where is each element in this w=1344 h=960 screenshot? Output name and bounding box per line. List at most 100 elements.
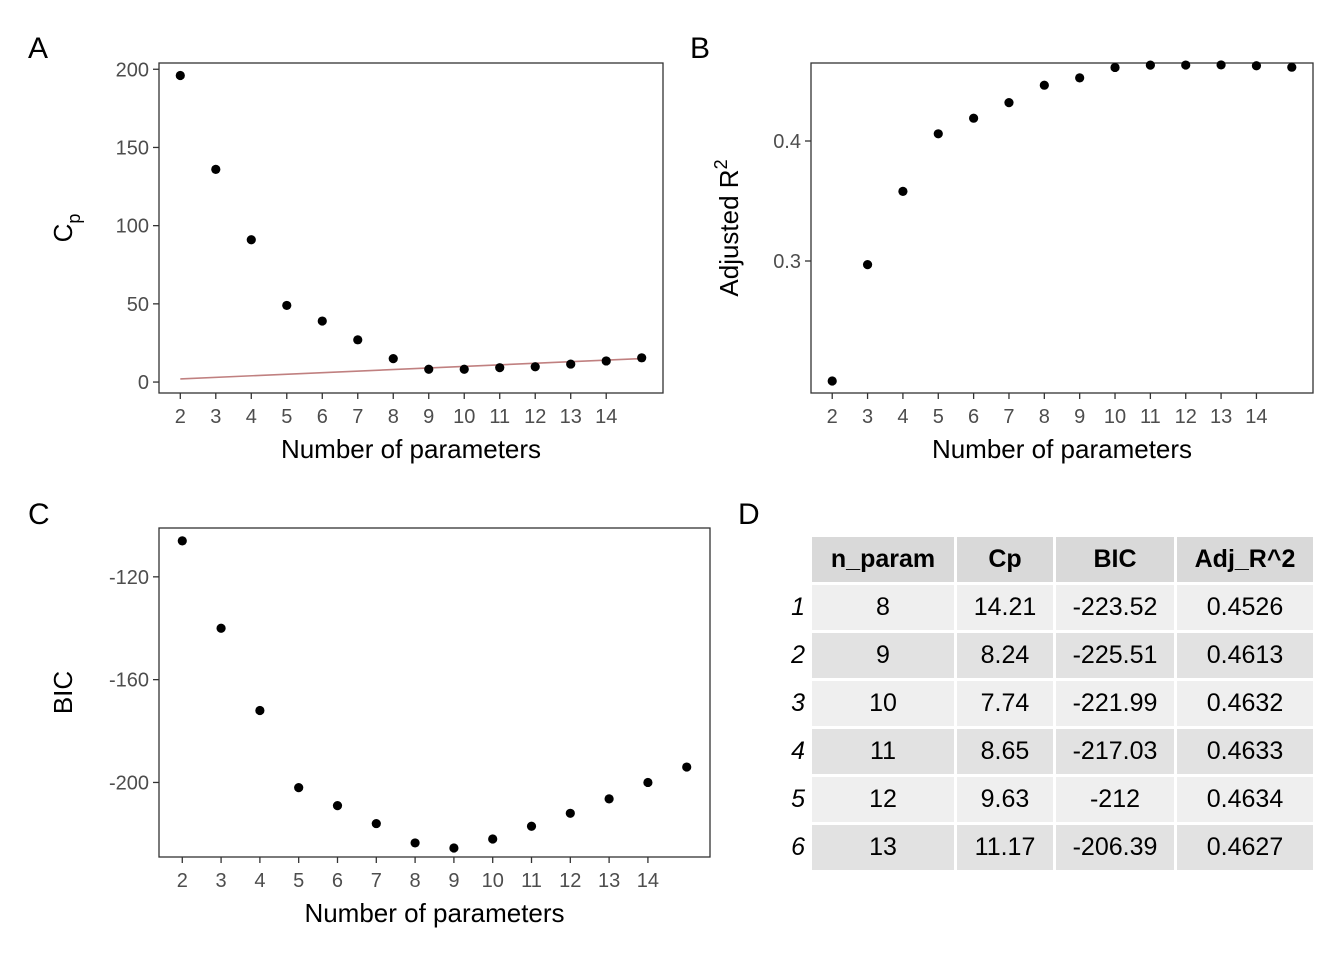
cell-cp: 11.17: [957, 825, 1053, 870]
table-row: 6 13 11.17 -206.39 0.4627: [759, 825, 1313, 870]
y-axis-title-text: Adjusted R: [714, 169, 744, 296]
cell-bic: -225.51: [1056, 633, 1174, 678]
x-tick-label: 13: [598, 870, 620, 892]
table-row: 2 9 8.24 -225.51 0.4613: [759, 633, 1313, 678]
x-tick-label: 8: [410, 870, 421, 892]
table-row: 1 8 14.21 -223.52 0.4526: [759, 585, 1313, 630]
cell-bic: -206.39: [1056, 825, 1174, 870]
cell-adj-r2: 0.4632: [1177, 681, 1313, 726]
cell-n-param: 12: [812, 777, 954, 822]
x-tick-label: 6: [317, 406, 328, 428]
data-point: [526, 821, 537, 831]
x-tick-label: 10: [1104, 406, 1126, 428]
cell-cp: 9.63: [957, 777, 1053, 822]
data-point: [175, 70, 185, 81]
data-point: [1039, 80, 1049, 90]
y-tick-label: 0.3: [773, 251, 801, 273]
data-point: [177, 536, 187, 546]
row-id: 5: [759, 777, 809, 822]
x-tick-label: 4: [254, 870, 265, 892]
panel-border: [158, 62, 664, 394]
data-point: [530, 362, 540, 372]
panel-border: [158, 527, 711, 858]
row-id: 6: [759, 825, 809, 870]
data-point: [566, 359, 576, 369]
data-point: [1181, 60, 1191, 70]
panel-tag-c: C: [28, 498, 50, 531]
table-header-row: n_param Cp BIC Adj_R^2: [759, 537, 1313, 582]
y-axis-title-subscript: p: [64, 214, 84, 224]
x-tick-label: 13: [1210, 406, 1232, 428]
x-tick-label: 12: [1175, 406, 1197, 428]
x-tick-label: 12: [524, 406, 546, 428]
x-axis-title: Number of parameters: [932, 434, 1192, 464]
panel-border: [810, 62, 1314, 394]
cell-adj-r2: 0.4634: [1177, 777, 1313, 822]
x-tick-label: 3: [862, 406, 873, 428]
table-row: 5 12 9.63 -212 0.4634: [759, 777, 1313, 822]
cell-adj-r2: 0.4633: [1177, 729, 1313, 774]
data-point: [1145, 60, 1155, 70]
data-point: [1287, 62, 1297, 72]
data-point: [862, 260, 873, 270]
panel-tag-d: D: [738, 498, 760, 531]
cell-n-param: 9: [812, 633, 954, 678]
x-tick-label: 7: [352, 406, 363, 428]
plot-b-adjusted-r2: 2 3 4 5 6 7 8 9 10 11 12 13 14 0.3 0.4 Number of parame…: [711, 60, 1314, 464]
data-point: [682, 762, 692, 772]
data-point: [1110, 62, 1120, 73]
y-axis-title: Adjusted R2: [711, 159, 744, 296]
data-point: [643, 777, 653, 788]
data-point: [637, 353, 647, 363]
column-header-bic: BIC: [1056, 537, 1174, 582]
x-tick-label: 5: [281, 406, 292, 428]
cell-adj-r2: 0.4526: [1177, 585, 1313, 630]
x-tick-label: 5: [293, 870, 304, 892]
data-point: [1216, 60, 1226, 70]
panel-tag-a: A: [28, 32, 48, 65]
x-tick-label: 6: [968, 406, 979, 428]
data-point: [827, 376, 837, 386]
x-tick-label: 2: [175, 406, 186, 428]
x-tick-label: 4: [246, 406, 257, 428]
reference-line: [180, 357, 642, 380]
table-corner: [759, 537, 809, 582]
x-tick-label: 7: [1003, 406, 1014, 428]
x-tick-label: 11: [521, 870, 542, 892]
x-tick-label: 8: [388, 406, 399, 428]
x-tick-label: 2: [177, 870, 188, 892]
x-tick-label: 14: [637, 870, 659, 892]
x-tick-label: 14: [595, 406, 617, 428]
data-point: [294, 783, 304, 793]
data-point: [933, 129, 943, 139]
cell-adj-r2: 0.4613: [1177, 633, 1313, 678]
data-point: [1004, 98, 1014, 108]
x-tick-label: 3: [210, 406, 221, 428]
column-header-adj-r2: Adj_R^2: [1177, 537, 1313, 582]
data-point: [211, 164, 221, 174]
x-axis-title: Number of parameters: [304, 898, 564, 928]
data-point: [449, 843, 459, 853]
cell-cp: 8.65: [957, 729, 1053, 774]
data-point: [424, 364, 434, 374]
cell-bic: -217.03: [1056, 729, 1174, 774]
cell-n-param: 13: [812, 825, 954, 870]
x-tick-label: 6: [332, 870, 343, 892]
y-axis-title-text: BIC: [48, 671, 78, 714]
y-axis-title-text: C: [48, 224, 78, 243]
y-axis-title-superscript: 2: [711, 159, 731, 169]
x-tick-label: 11: [489, 406, 510, 428]
data-point: [216, 623, 226, 633]
data-point: [332, 800, 343, 811]
x-tick-label: 9: [448, 870, 459, 892]
x-tick-label: 5: [933, 406, 944, 428]
data-point: [459, 364, 469, 374]
x-tick-label: 13: [560, 406, 582, 428]
panel-tag-b: B: [690, 32, 710, 65]
y-tick-label: 0.4: [773, 131, 801, 153]
data-point: [353, 335, 363, 345]
row-id: 2: [759, 633, 809, 678]
y-tick-label: 0: [138, 372, 149, 394]
results-table: n_param Cp BIC Adj_R^2 1 8 14.21 -223.52…: [756, 534, 1316, 873]
